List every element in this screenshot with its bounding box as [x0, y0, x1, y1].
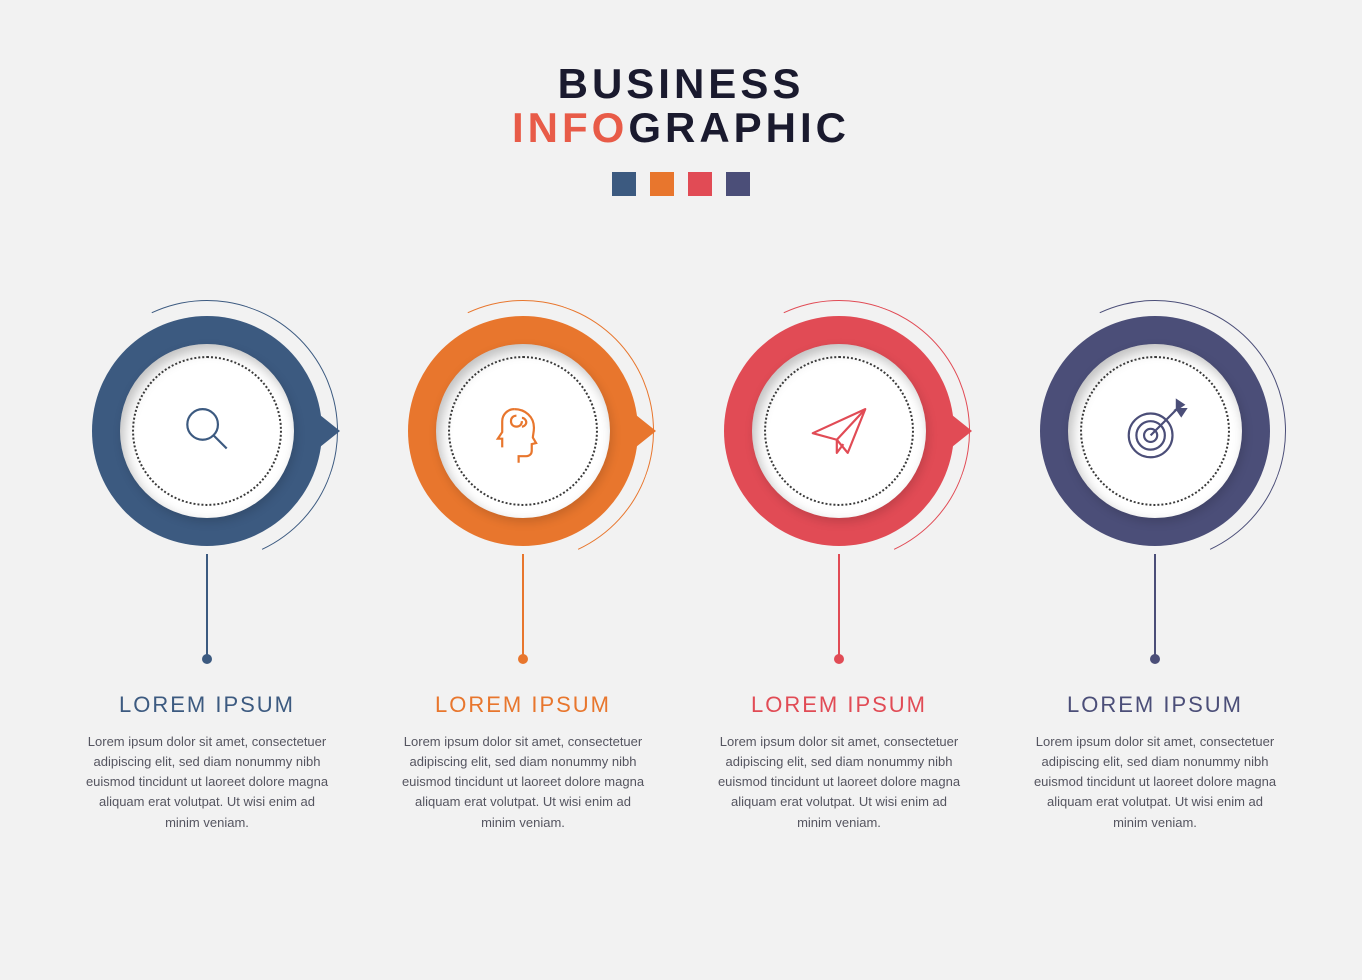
- connector-dot: [518, 654, 528, 664]
- step-body: Lorem ipsum dolor sit amet, consectetuer…: [393, 732, 653, 833]
- connector-line: [838, 554, 840, 659]
- step-heading: LOREM IPSUM: [751, 692, 927, 718]
- inner-circle: [1068, 344, 1242, 518]
- color-swatch: [726, 172, 750, 196]
- step-4: LOREM IPSUM Lorem ipsum dolor sit amet, c…: [1025, 316, 1285, 833]
- connector-line: [522, 554, 524, 659]
- medallion: [92, 316, 322, 546]
- title-accent: INFO: [512, 104, 628, 151]
- target-arrow-icon: [1120, 396, 1190, 466]
- inner-circle: [120, 344, 294, 518]
- medallion: [724, 316, 954, 546]
- color-swatch: [612, 172, 636, 196]
- step-2: LOREM IPSUM Lorem ipsum dolor sit amet, c…: [393, 316, 653, 833]
- head-brain-icon: [488, 396, 558, 466]
- steps-row: LOREM IPSUM Lorem ipsum dolor sit amet, c…: [77, 316, 1285, 833]
- step-heading: LOREM IPSUM: [1067, 692, 1243, 718]
- title-line-2: INFOGRAPHIC: [512, 104, 850, 152]
- step-body: Lorem ipsum dolor sit amet, consectetuer…: [77, 732, 337, 833]
- medallion: [408, 316, 638, 546]
- pointer-triangle: [952, 415, 972, 447]
- step-body: Lorem ipsum dolor sit amet, consectetuer…: [1025, 732, 1285, 833]
- step-3: LOREM IPSUM Lorem ipsum dolor sit amet, c…: [709, 316, 969, 833]
- pointer-triangle: [320, 415, 340, 447]
- inner-circle: [752, 344, 926, 518]
- step-heading: LOREM IPSUM: [119, 692, 295, 718]
- connector-dot: [1150, 654, 1160, 664]
- step-body: Lorem ipsum dolor sit amet, consectetuer…: [709, 732, 969, 833]
- paper-plane-icon: [804, 396, 874, 466]
- color-swatches: [512, 172, 850, 196]
- connector-dot: [834, 654, 844, 664]
- medallion: [1040, 316, 1270, 546]
- magnifier-icon: [172, 396, 242, 466]
- inner-circle: [436, 344, 610, 518]
- connector-line: [1154, 554, 1156, 659]
- connector-dot: [202, 654, 212, 664]
- pointer-triangle: [636, 415, 656, 447]
- title-block: BUSINESS INFOGRAPHIC: [512, 60, 850, 196]
- step-heading: LOREM IPSUM: [435, 692, 611, 718]
- connector-line: [206, 554, 208, 659]
- color-swatch: [650, 172, 674, 196]
- infographic-page: BUSINESS INFOGRAPHIC LOREM IPSUM Lorem ip…: [0, 0, 1362, 980]
- title-line-1: BUSINESS: [512, 60, 850, 108]
- color-swatch: [688, 172, 712, 196]
- title-rest: GRAPHIC: [628, 104, 850, 151]
- step-1: LOREM IPSUM Lorem ipsum dolor sit amet, c…: [77, 316, 337, 833]
